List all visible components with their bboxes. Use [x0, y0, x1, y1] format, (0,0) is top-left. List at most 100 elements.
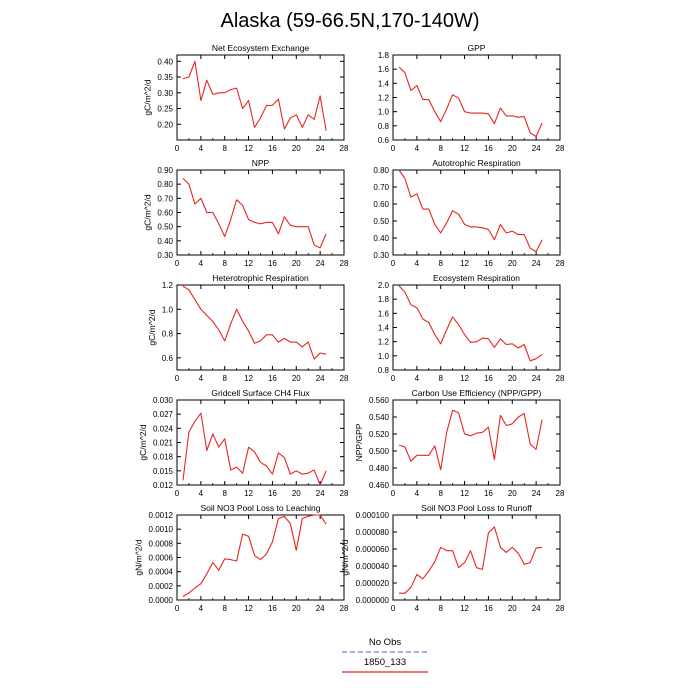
y-tick-label: 0.021	[153, 439, 174, 448]
x-tick-label: 4	[415, 489, 420, 498]
panel-5: Ecosystem Respiration 0 4 8 12 16 20 24 28 0.8 1.0…	[378, 273, 565, 383]
x-tick-label: 16	[484, 144, 493, 153]
panel-7: Carbon Use Efficiency (NPP/GPP) 0 4 8 12 16 20…	[354, 388, 565, 498]
panel-title: NPP	[252, 158, 270, 168]
y-tick-label: 0.480	[369, 464, 390, 473]
series-line-0	[398, 169, 543, 253]
x-tick-label: 20	[292, 374, 301, 383]
y-tick-label: 0.30	[157, 89, 173, 98]
y-tick-label: 0.000060	[356, 545, 390, 554]
y-tick-label: 0.90	[157, 166, 173, 175]
x-tick-label: 16	[268, 604, 277, 613]
x-tick-label: 20	[292, 259, 301, 268]
y-axis-label: gC/m^2/d	[143, 194, 153, 230]
x-tick-label: 0	[175, 489, 180, 498]
y-tick-label: 0.027	[153, 410, 174, 419]
x-tick-label: 16	[484, 374, 493, 383]
plot-frame	[176, 399, 345, 486]
series-line-0	[398, 409, 543, 471]
panel-title: GPP	[468, 43, 486, 53]
y-tick-label: 1.2	[378, 338, 390, 347]
plot-frame	[176, 169, 345, 256]
y-tick-label: 0.560	[369, 396, 390, 405]
x-tick-label: 4	[415, 144, 420, 153]
x-tick-label: 0	[391, 489, 396, 498]
x-tick-label: 28	[556, 604, 565, 613]
x-tick-label: 24	[532, 604, 541, 613]
series-line-0	[398, 285, 543, 362]
y-tick-label: 0.500	[369, 447, 390, 456]
y-tick-label: 0.60	[157, 209, 173, 218]
y-tick-label: 0.80	[157, 180, 173, 189]
x-tick-label: 24	[316, 489, 325, 498]
y-tick-label: 0.8	[162, 330, 174, 339]
y-axis-label: gN/m^2/d	[340, 539, 350, 575]
plot-frame	[176, 284, 345, 371]
x-tick-label: 20	[508, 144, 517, 153]
series-line-0	[398, 66, 543, 138]
y-tick-label: 0.030	[153, 396, 174, 405]
plot-frame	[176, 514, 345, 601]
y-tick-label: 0.000100	[356, 511, 390, 520]
y-tick-label: 0.018	[153, 453, 174, 462]
x-tick-label: 24	[532, 374, 541, 383]
y-tick-label: 1.2	[378, 94, 390, 103]
x-tick-label: 8	[222, 374, 227, 383]
x-tick-label: 12	[244, 259, 253, 268]
y-tick-label: 0.0012	[149, 511, 174, 520]
panel-title: Autotrophic Respiration	[432, 158, 521, 168]
x-tick-label: 24	[532, 489, 541, 498]
y-tick-label: 0.6	[378, 136, 390, 145]
y-tick-label: 0.30	[157, 251, 173, 260]
panel-3: Autotrophic Respiration 0 4 8 12 16 20 24 28 0.30…	[373, 158, 565, 268]
y-tick-label: 0.60	[373, 200, 389, 209]
x-tick-label: 28	[340, 604, 349, 613]
x-tick-label: 28	[556, 259, 565, 268]
series-line-0	[182, 60, 327, 131]
y-tick-label: 0.50	[373, 217, 389, 226]
x-tick-label: 20	[508, 259, 517, 268]
y-tick-label: 0.30	[373, 251, 389, 260]
x-tick-label: 0	[391, 144, 396, 153]
x-tick-label: 0	[175, 144, 180, 153]
x-tick-label: 16	[484, 259, 493, 268]
x-tick-label: 12	[244, 604, 253, 613]
panel-4: Heterotrophic Respiration 0 4 8 12 16 20 24 28 0.…	[147, 273, 349, 383]
y-tick-label: 0.70	[373, 183, 389, 192]
panel-title: Soil NO3 Pool Loss to Leaching	[200, 503, 320, 513]
series-line-0	[182, 514, 327, 597]
panel-2: NPP 0 4 8 12 16 20 24 28 0.30 0.40 0.50 0.60 0.70 0.80…	[143, 158, 349, 268]
x-tick-label: 20	[292, 144, 301, 153]
x-tick-label: 12	[244, 144, 253, 153]
panel-1: GPP 0 4 8 12 16 20 24 28 0.6 0.8 1.0 1.2 1.4 1.6 1.8	[378, 43, 565, 153]
x-tick-label: 4	[199, 144, 204, 153]
y-tick-label: 1.4	[378, 324, 390, 333]
y-tick-label: 0.015	[153, 467, 174, 476]
panel-0: Net Ecosystem Exchange 0 4 8 12 16 20 24 28 0.20 0…	[143, 43, 349, 153]
x-tick-label: 28	[340, 489, 349, 498]
y-tick-label: 0.40	[157, 57, 173, 66]
y-tick-label: 0.024	[153, 424, 174, 433]
x-tick-label: 12	[244, 489, 253, 498]
x-tick-label: 16	[268, 144, 277, 153]
x-tick-label: 4	[199, 259, 204, 268]
y-axis-label: gC/m^2/d	[143, 79, 153, 115]
x-tick-label: 8	[438, 259, 443, 268]
x-tick-label: 20	[508, 604, 517, 613]
page-title: Alaska (59-66.5N,170-140W)	[220, 10, 480, 32]
x-tick-label: 4	[415, 604, 420, 613]
y-tick-label: 0.80	[373, 166, 389, 175]
series-line-0	[182, 178, 327, 249]
panel-9: Soil NO3 Pool Loss to Runoff 0 4 8 12 16 20 24 2…	[340, 503, 565, 613]
x-tick-label: 0	[175, 374, 180, 383]
y-tick-label: 1.6	[378, 65, 390, 74]
x-tick-label: 28	[340, 374, 349, 383]
y-tick-label: 1.8	[378, 51, 390, 60]
x-tick-label: 4	[415, 374, 420, 383]
x-tick-label: 0	[175, 259, 180, 268]
y-tick-label: 2.0	[378, 281, 390, 290]
x-tick-label: 24	[316, 374, 325, 383]
panel-title: Carbon Use Efficiency (NPP/GPP)	[412, 388, 542, 398]
panel-title: Gridcell Surface CH4 Flux	[211, 388, 310, 398]
